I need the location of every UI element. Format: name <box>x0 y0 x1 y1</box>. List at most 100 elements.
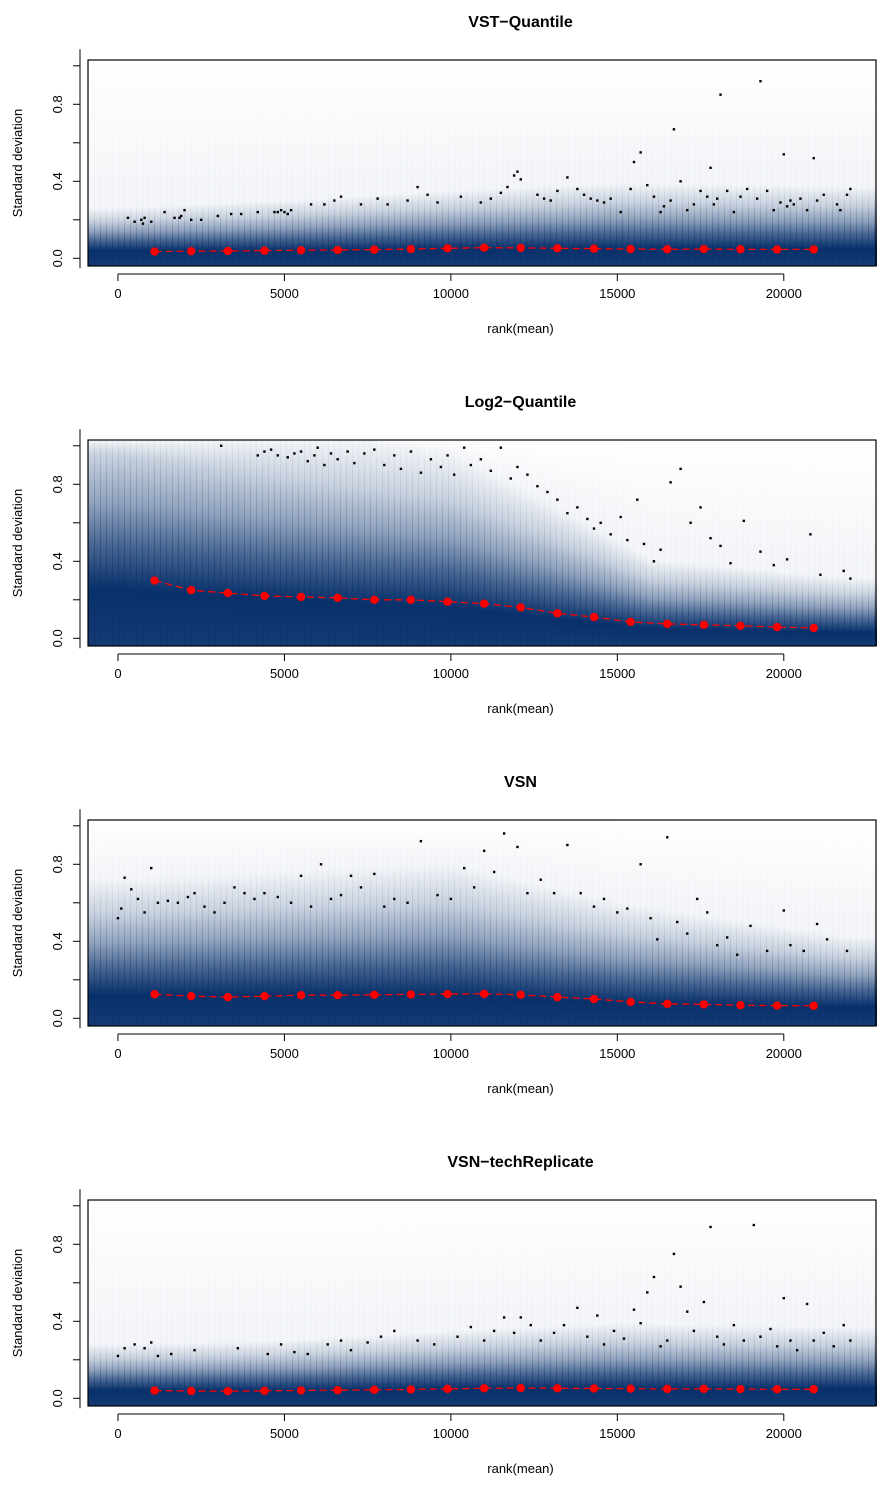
outlier-point <box>742 1339 746 1342</box>
density-column <box>724 1200 731 1406</box>
outlier-point <box>512 174 516 177</box>
trend-point <box>516 603 525 612</box>
density-column <box>454 440 461 646</box>
density-column <box>628 820 635 1026</box>
density-column <box>166 440 173 646</box>
density-column <box>136 1200 143 1406</box>
density-column <box>424 1200 431 1406</box>
density-column <box>538 1200 545 1406</box>
outlier-point <box>765 949 769 953</box>
outlier-point <box>725 936 729 939</box>
outlier-point <box>429 458 433 461</box>
density-column <box>634 440 641 646</box>
outlier-point <box>329 897 333 901</box>
density-column <box>496 1200 503 1406</box>
density-column <box>706 820 713 1026</box>
density-column <box>298 60 305 266</box>
outlier-point <box>566 843 569 847</box>
density-column <box>154 60 161 266</box>
density-column <box>820 440 827 646</box>
outlier-point <box>649 916 652 920</box>
density-column <box>556 1200 563 1406</box>
density-column <box>406 820 413 1026</box>
x-tick-label: 10000 <box>433 1046 469 1061</box>
outlier-point <box>709 166 712 170</box>
outlier-point <box>672 128 676 131</box>
chart-title: Log2−Quantile <box>465 394 577 411</box>
outlier-point <box>552 1331 556 1335</box>
density-column <box>352 440 359 646</box>
density-column <box>718 440 725 646</box>
density-column <box>250 1200 257 1406</box>
trend-point <box>589 244 599 253</box>
outlier-point <box>566 176 569 179</box>
density-column <box>454 820 461 1026</box>
density-column <box>574 440 581 646</box>
density-column <box>460 440 467 646</box>
outlier-point <box>779 201 782 204</box>
density-column <box>226 440 233 646</box>
outlier-point <box>745 187 749 191</box>
density-column <box>862 1200 869 1406</box>
density-column <box>352 60 359 266</box>
x-tick-label: 10000 <box>433 1426 469 1441</box>
density-column <box>718 60 725 266</box>
plot-frame <box>87 439 877 647</box>
density-column <box>472 440 479 646</box>
x-axis-label: rank(mean) <box>487 321 553 336</box>
outlier-point <box>512 1331 516 1335</box>
density-column <box>508 440 515 646</box>
density-column <box>268 1200 275 1406</box>
density-column <box>238 820 245 1026</box>
density-column <box>142 820 149 1026</box>
density-column <box>808 440 815 646</box>
density-column <box>118 60 125 266</box>
density-column <box>670 440 677 646</box>
outlier-point <box>646 183 649 187</box>
outlier-point <box>193 891 196 895</box>
outlier-point <box>619 515 622 519</box>
trend-point <box>187 246 196 256</box>
density-column <box>790 440 797 646</box>
outlier-point <box>672 1252 676 1256</box>
density-column <box>556 820 563 1026</box>
density-column <box>460 820 467 1026</box>
trend-point <box>187 991 196 1001</box>
trend-point <box>150 990 159 999</box>
chart-title: VSN <box>504 774 537 791</box>
outlier-point <box>286 212 289 216</box>
density-column <box>820 60 827 266</box>
outlier-point <box>845 193 849 196</box>
density-column <box>250 820 257 1026</box>
outlier-point <box>243 891 246 895</box>
density-column <box>820 820 827 1026</box>
outlier-point <box>662 205 666 208</box>
outlier-point <box>213 911 216 914</box>
density-column <box>364 60 371 266</box>
density-column <box>550 60 557 266</box>
trend-point <box>187 585 196 595</box>
outlier-point <box>353 461 356 465</box>
density-column <box>400 1200 407 1406</box>
outlier-point <box>459 195 463 198</box>
density-column <box>94 440 101 646</box>
density-column <box>544 440 551 646</box>
density-column <box>412 1200 419 1406</box>
density-column <box>196 1200 203 1406</box>
density-column <box>190 820 197 1026</box>
trend-point <box>479 599 489 608</box>
trend-point <box>406 1385 416 1394</box>
trend-point <box>516 243 525 253</box>
outlier-point <box>143 911 146 914</box>
trend-point <box>772 245 782 254</box>
density-column <box>868 1200 875 1406</box>
outlier-point <box>839 208 842 212</box>
density-column <box>622 1200 629 1406</box>
density-column <box>232 1200 239 1406</box>
density-column <box>808 60 815 266</box>
outlier-point <box>765 189 769 193</box>
density-column <box>172 440 179 646</box>
outlier-point <box>785 205 789 208</box>
y-axis: 0.0 0.4 0.8 <box>50 1189 81 1409</box>
trend-point <box>589 994 599 1004</box>
